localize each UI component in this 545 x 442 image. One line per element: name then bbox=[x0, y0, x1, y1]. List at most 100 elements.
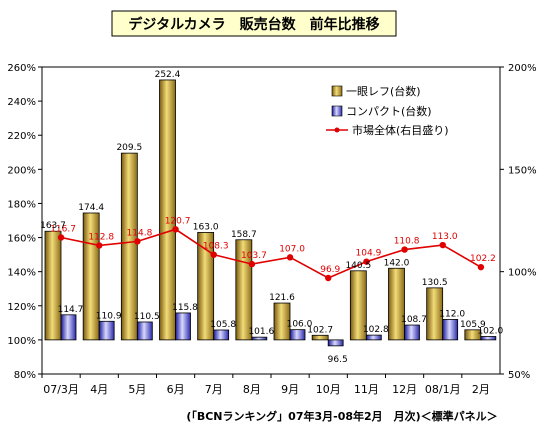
market-label: 116.7 bbox=[50, 224, 76, 234]
chart-title: デジタルカメラ 販売台数 前年比推移 bbox=[128, 16, 379, 33]
bar-label-slr: 163.7 bbox=[40, 221, 66, 231]
right-axis: 50% 100% 150% 200% bbox=[500, 63, 537, 381]
legend-label-market: 市場全体(右目盛り) bbox=[352, 123, 449, 137]
bar-slr bbox=[388, 267, 405, 341]
bar-slr bbox=[426, 287, 444, 341]
legend-label-slr: 一眼レフ(台数) bbox=[346, 84, 421, 98]
bar-label-slr: 105.9 bbox=[460, 320, 486, 330]
market-point bbox=[401, 246, 408, 253]
right-tick-label: 150% bbox=[508, 165, 537, 176]
market-point bbox=[325, 274, 332, 282]
line-series: 116.7 112.8 114.8 120.7 108.3 103.7 107.0 96.9 1… bbox=[50, 216, 496, 282]
bar-label-slr: 209.5 bbox=[116, 143, 142, 153]
legend-label-compact: コンパクト(台数) bbox=[346, 104, 432, 118]
market-label: 103.7 bbox=[241, 251, 267, 261]
market-point bbox=[248, 260, 256, 268]
market-point bbox=[134, 238, 141, 245]
bar-label-slr: 102.7 bbox=[307, 325, 333, 335]
left-tick-label: 240% bbox=[7, 97, 36, 108]
bar-label-slr: 158.7 bbox=[231, 230, 257, 240]
x-tick-label: 4月 bbox=[90, 383, 108, 396]
bar-label-slr: 174.4 bbox=[78, 203, 104, 213]
bar-compact bbox=[289, 329, 306, 341]
left-tick-label: 100% bbox=[7, 336, 36, 347]
bar-compact bbox=[175, 312, 191, 341]
market-point bbox=[477, 263, 485, 271]
x-tick-label: 5月 bbox=[128, 383, 146, 396]
x-tick-label: 07/3月 bbox=[43, 383, 79, 396]
market-point bbox=[96, 242, 103, 249]
bar-compact bbox=[213, 329, 230, 341]
bar-label-compact: 110.9 bbox=[96, 311, 122, 321]
left-tick-label: 160% bbox=[7, 234, 36, 245]
x-tick-label: 11月 bbox=[354, 383, 379, 396]
bar-label-compact: 96.5 bbox=[328, 355, 348, 365]
market-point bbox=[363, 258, 370, 265]
bar-slr bbox=[44, 230, 62, 341]
market-point bbox=[57, 234, 65, 241]
legend-swatch-compact bbox=[331, 105, 343, 117]
x-tick-label: 10月 bbox=[316, 383, 341, 396]
bar-compact bbox=[404, 324, 420, 341]
left-tick-label: 260% bbox=[7, 63, 36, 74]
bar-label-slr: 163.0 bbox=[193, 222, 219, 232]
bar-label-compact: 102.0 bbox=[477, 326, 503, 336]
bar-slr bbox=[159, 79, 176, 341]
bar-label-slr: 130.5 bbox=[422, 278, 448, 288]
chart-title-box: デジタルカメラ 販売台数 前年比推移 bbox=[111, 10, 397, 37]
x-tick-label: 8月 bbox=[243, 383, 261, 396]
x-tick-label: 12月 bbox=[392, 383, 417, 396]
bar-label-compact: 106.0 bbox=[287, 320, 313, 330]
left-tick-label: 80% bbox=[14, 370, 36, 381]
bar-series bbox=[44, 79, 497, 347]
left-tick-label: 200% bbox=[7, 165, 36, 176]
left-tick-label: 120% bbox=[7, 302, 36, 313]
bar-label-compact: 108.7 bbox=[401, 315, 427, 325]
chart-footnote: (「BCNランキング」07年3月-08年2月 月次)＜標準パネル＞ bbox=[186, 409, 497, 423]
market-point bbox=[210, 251, 217, 258]
x-tick-label: 2月 bbox=[472, 383, 490, 396]
bar-slr bbox=[120, 152, 138, 341]
market-point bbox=[439, 241, 446, 249]
bar-slr bbox=[311, 334, 329, 341]
x-tick-label: 9月 bbox=[281, 383, 299, 396]
bar-slr bbox=[197, 232, 215, 341]
bar-label-compact: 102.8 bbox=[363, 325, 389, 335]
market-label: 114.8 bbox=[127, 228, 153, 238]
bar-label-compact: 114.7 bbox=[58, 305, 84, 315]
market-label: 110.8 bbox=[394, 237, 420, 247]
market-label: 104.9 bbox=[356, 249, 382, 259]
bar-label-slr: 252.4 bbox=[155, 70, 181, 80]
left-axis: 80% 100% 120% 140% 160% 180% 200% 220% 240% 260% bbox=[7, 63, 42, 381]
legend-swatch-slr bbox=[331, 85, 343, 97]
bar-compact bbox=[442, 319, 459, 341]
x-tick-label: 7月 bbox=[205, 383, 223, 396]
bar-compact bbox=[251, 336, 268, 341]
left-tick-label: 220% bbox=[7, 131, 36, 142]
bar-label-compact: 115.8 bbox=[172, 303, 198, 313]
bar-compact bbox=[98, 320, 115, 341]
bar-compact bbox=[327, 339, 344, 347]
market-label: 112.8 bbox=[88, 232, 114, 242]
bar-compact bbox=[60, 314, 77, 341]
market-label: 113.0 bbox=[432, 232, 458, 242]
left-tick-label: 140% bbox=[7, 268, 36, 279]
x-axis: 07/3月 4月 5月 6月 7月 8月 9月 10月 11月 12月 08/1月 2月 bbox=[41, 374, 490, 396]
bar-label-slr: 121.6 bbox=[269, 293, 295, 303]
right-tick-label: 200% bbox=[508, 63, 537, 74]
x-tick-label: 08/1月 bbox=[425, 383, 461, 396]
market-point bbox=[172, 226, 179, 233]
bar-label-compact: 105.8 bbox=[210, 320, 236, 330]
market-point bbox=[286, 254, 294, 261]
market-label: 102.2 bbox=[470, 254, 496, 264]
bar-label-compact: 112.0 bbox=[439, 309, 465, 319]
bar-compact bbox=[136, 321, 153, 341]
bar-slr bbox=[235, 239, 253, 341]
bar-label-compact: 110.5 bbox=[134, 312, 160, 322]
bar-slr bbox=[464, 329, 482, 341]
bar-label-slr: 142.0 bbox=[384, 258, 410, 268]
right-tick-label: 50% bbox=[508, 370, 530, 381]
market-label: 107.0 bbox=[279, 244, 305, 254]
